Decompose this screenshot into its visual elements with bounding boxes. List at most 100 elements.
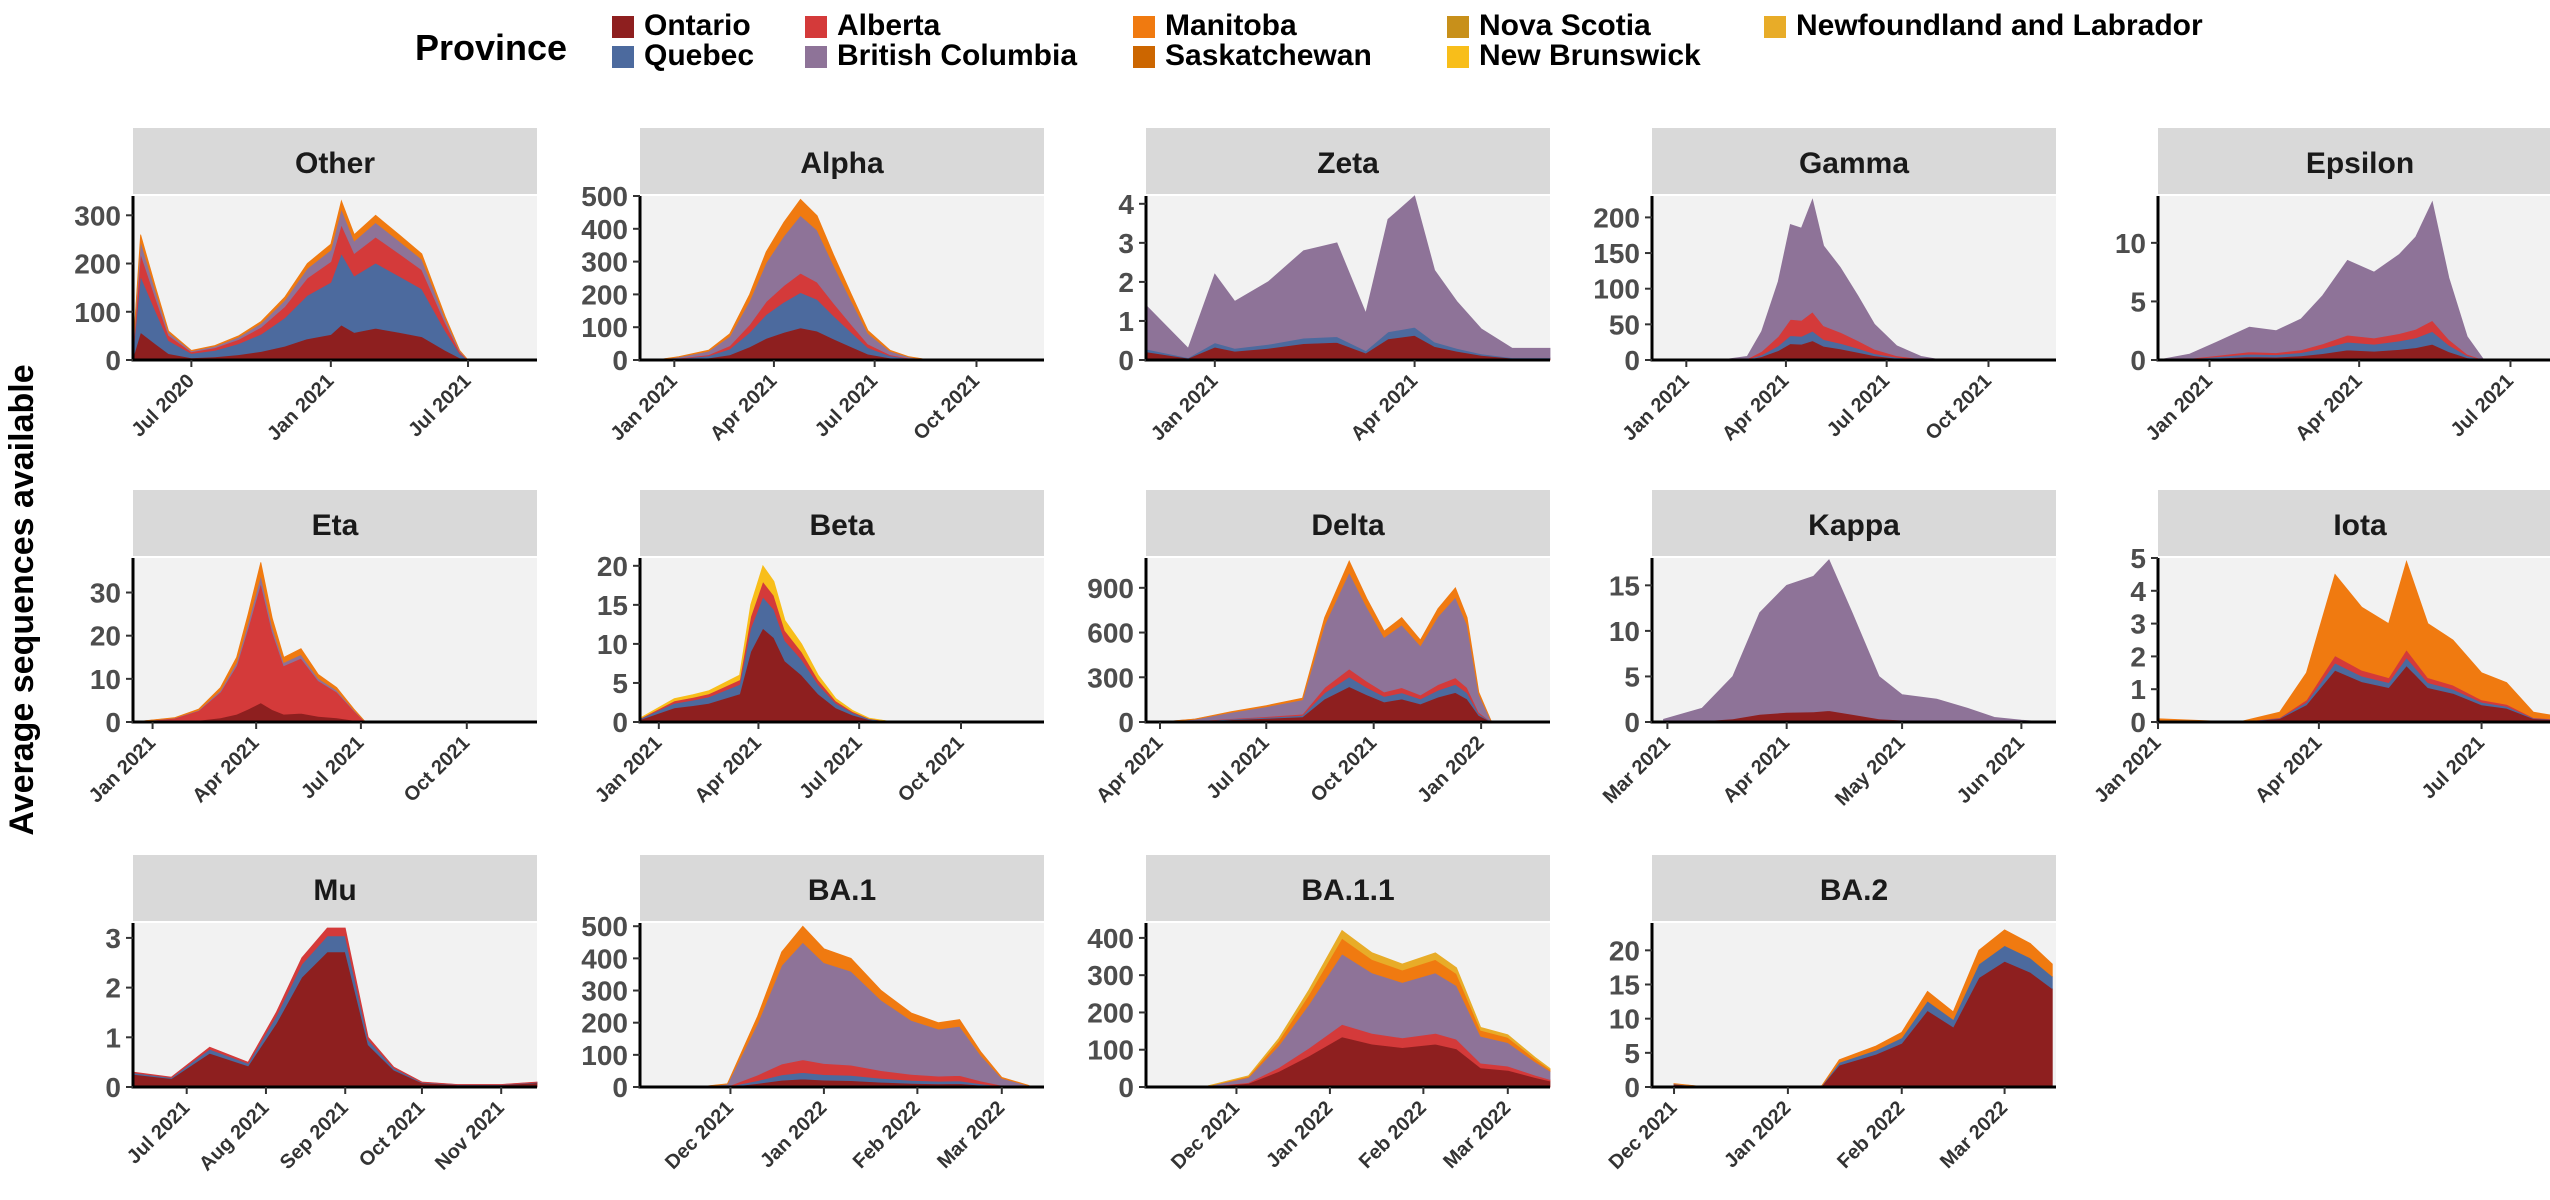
x-tick-label: Aug 2021	[195, 1097, 273, 1175]
y-tick-label: 20	[90, 621, 121, 652]
y-tick-label: 500	[581, 181, 628, 212]
y-tick-label: 5	[1624, 1038, 1640, 1069]
facet-title: Mu	[313, 874, 356, 907]
facet-title: Gamma	[1799, 147, 1909, 180]
y-tick-label: 900	[1087, 573, 1134, 604]
x-tick-label: Jan 2021	[263, 370, 338, 445]
facet-panel: Delta 0 300 600 900 Apr 2021 Jul 2021 Oct 2021 J…	[1087, 490, 1550, 807]
y-tick-label: 400	[581, 943, 628, 974]
y-axis-label: Average sequences available	[3, 364, 41, 835]
x-tick-label: Jul 2021	[404, 370, 475, 441]
x-tick-label: Jul 2020	[128, 370, 199, 441]
y-tick-label: 0	[612, 707, 628, 738]
facet-title: Alpha	[800, 147, 884, 180]
facet-panel: Beta 0 5 10 15 20 Jan 2021 Apr 2021 Jul 2021 Oct …	[591, 490, 1044, 807]
facet-strip	[1652, 128, 2056, 194]
y-tick-label: 3	[1118, 228, 1134, 259]
legend-label: Newfoundland and Labrador	[1796, 9, 2203, 42]
x-tick-label: Mar 2022	[933, 1097, 1009, 1173]
x-tick-label: Feb 2022	[1833, 1097, 1909, 1173]
y-tick-label: 2	[2130, 641, 2146, 672]
y-tick-label: 10	[2115, 228, 2146, 259]
series-area	[2157, 559, 2550, 723]
y-tick-label: 100	[1593, 274, 1640, 305]
y-tick-label: 0	[1118, 707, 1134, 738]
facet-strip	[1146, 490, 1550, 556]
y-tick-label: 15	[597, 590, 628, 621]
legend-swatch	[1447, 16, 1469, 38]
x-tick-label: Oct 2021	[1921, 370, 1996, 445]
y-tick-label: 500	[581, 911, 628, 942]
x-tick-label: Jan 2021	[2142, 370, 2217, 445]
x-tick-label: Jul 2021	[123, 1097, 194, 1168]
legend-swatch	[612, 46, 634, 68]
y-tick-label: 0	[612, 1072, 628, 1103]
y-tick-label: 0	[105, 1072, 121, 1103]
series-area	[639, 564, 894, 723]
y-tick-label: 300	[74, 200, 121, 231]
y-tick-label: 100	[581, 312, 628, 343]
facet-title: Delta	[1311, 509, 1385, 542]
x-tick-label: Jul 2021	[1823, 370, 1894, 441]
x-tick-label: Apr 2021	[1719, 732, 1794, 807]
x-tick-label: Oct 2021	[355, 1097, 430, 1172]
x-tick-label: Oct 2021	[909, 370, 984, 445]
x-tick-label: Nov 2021	[431, 1097, 509, 1175]
x-tick-label: Jan 2021	[607, 370, 682, 445]
x-tick-label: Dec 2021	[1605, 1097, 1682, 1174]
facet-strip	[133, 490, 537, 556]
x-tick-label: Feb 2022	[1355, 1097, 1431, 1173]
facet-strip	[1146, 128, 1550, 194]
legend-swatch	[1133, 46, 1155, 68]
legend-swatch	[1764, 16, 1786, 38]
x-tick-label: Jan 2021	[1147, 370, 1222, 445]
facet-title: Beta	[809, 509, 874, 542]
x-tick-label: Dec 2021	[1167, 1097, 1244, 1174]
legend-label: British Columbia	[837, 39, 1077, 72]
x-tick-label: Jul 2021	[1202, 732, 1273, 803]
y-tick-label: 15	[1609, 570, 1640, 601]
facet-title: BA.1.1	[1301, 874, 1394, 907]
y-tick-label: 0	[105, 345, 121, 376]
x-tick-label: Jan 2021	[1619, 370, 1694, 445]
x-tick-label: Mar 2022	[1439, 1097, 1515, 1173]
legend-label: Ontario	[644, 9, 751, 42]
facet-strip	[2158, 490, 2550, 556]
y-tick-label: 400	[581, 214, 628, 245]
facet-title: Kappa	[1808, 509, 1900, 542]
y-tick-label: 2	[1118, 267, 1134, 298]
x-tick-label: Oct 2021	[400, 732, 475, 807]
y-tick-label: 10	[597, 629, 628, 660]
y-tick-label: 200	[1087, 997, 1134, 1028]
y-tick-label: 1	[2130, 674, 2146, 705]
x-tick-label: Apr 2021	[1347, 370, 1422, 445]
y-tick-label: 3	[2130, 609, 2146, 640]
legend-label: Manitoba	[1165, 9, 1297, 42]
y-tick-label: 0	[2130, 707, 2146, 738]
y-tick-label: 50	[1609, 309, 1640, 340]
x-tick-label: Jan 2021	[85, 732, 160, 807]
facet-panel: Epsilon 0 5 10 Jan 2021 Apr 2021 Jul 2021	[2115, 128, 2550, 445]
y-tick-label: 0	[1624, 345, 1640, 376]
y-tick-label: 5	[2130, 286, 2146, 317]
y-tick-label: 10	[1609, 616, 1640, 647]
x-tick-label: Apr 2021	[2291, 370, 2366, 445]
series-area	[1145, 195, 1551, 359]
x-tick-label: Apr 2021	[2251, 732, 2326, 807]
x-tick-label: Sep 2021	[276, 1097, 353, 1174]
x-tick-label: Jul 2021	[297, 732, 368, 803]
y-tick-label: 200	[581, 1008, 628, 1039]
legend-title: Province	[415, 27, 567, 68]
legend-label: Alberta	[837, 9, 941, 42]
facet-title: Iota	[2333, 509, 2387, 542]
y-tick-label: 2	[105, 973, 121, 1004]
facet-panel: Other 0 100 200 300 Jul 2020 Jan 2021 Jul 2021	[74, 128, 537, 445]
y-tick-label: 5	[612, 668, 628, 699]
legend-swatch	[805, 16, 827, 38]
y-tick-label: 4	[1118, 189, 1134, 220]
